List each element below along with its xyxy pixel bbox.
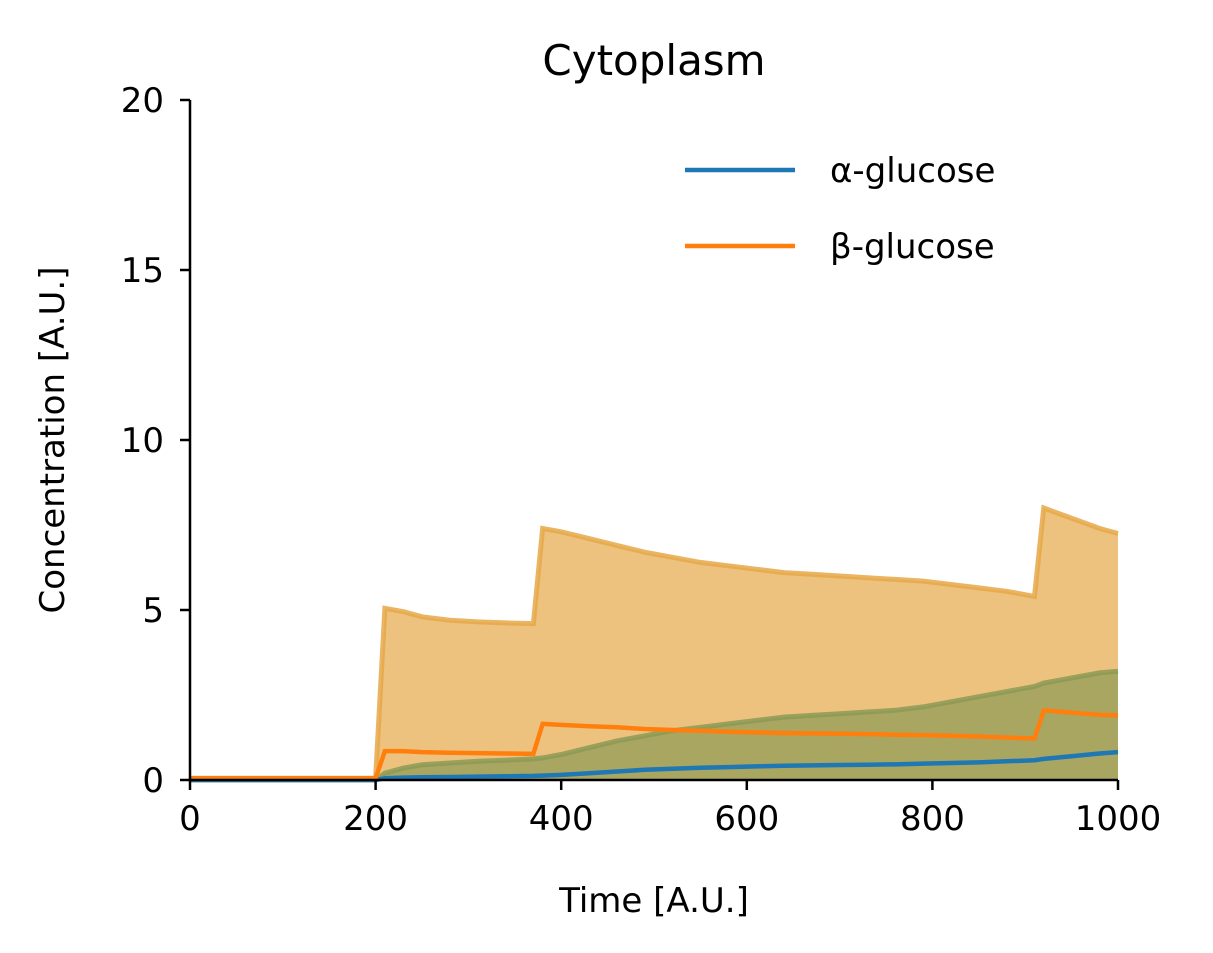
y-ticks: 0 5 10 15 20 (121, 81, 190, 801)
y-tick-label: 20 (121, 81, 164, 121)
x-tick-label: 600 (714, 799, 779, 839)
y-tick-label: 15 (121, 251, 164, 291)
x-tick-label: 0 (179, 799, 201, 839)
legend: α-glucose β-glucose (685, 151, 995, 267)
band-edge-alpha-glucose (190, 668, 1119, 783)
legend-label-alpha-glucose: α-glucose (830, 151, 995, 191)
y-tick-label: 0 (142, 761, 164, 801)
series-line-beta-glucose (190, 707, 1119, 781)
x-tick-label: 400 (529, 799, 594, 839)
x-tick-label: 200 (343, 799, 408, 839)
y-tick-label: 5 (142, 591, 164, 631)
band-edge-beta-glucose (190, 504, 1119, 781)
x-tick-label: 1000 (1075, 799, 1162, 839)
x-ticks: 0 200 400 600 800 1000 (179, 780, 1161, 839)
confidence-bands (190, 504, 1119, 783)
series-line-alpha-glucose (190, 749, 1119, 783)
y-tick-label: 10 (121, 421, 164, 461)
legend-label-beta-glucose: β-glucose (830, 227, 995, 267)
chart-title: Cytoplasm (542, 36, 765, 85)
band-alpha-glucose (190, 671, 1118, 780)
x-axis-title: Time [A.U.] (558, 881, 749, 921)
y-axis-title: Concentration [A.U.] (33, 266, 73, 613)
x-tick-label: 800 (900, 799, 965, 839)
series-lines (190, 707, 1119, 783)
